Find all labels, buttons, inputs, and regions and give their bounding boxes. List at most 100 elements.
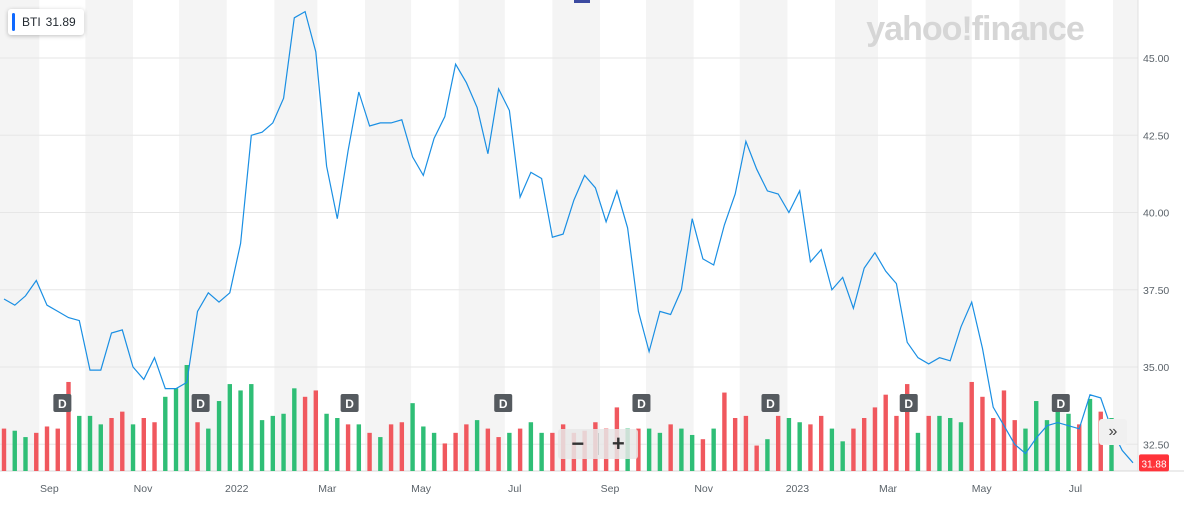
- volume-bar: [1012, 420, 1017, 471]
- dividend-marker-box: [899, 394, 918, 412]
- month-band: [1113, 0, 1138, 471]
- volume-bar: [324, 413, 329, 471]
- volume-bar: [34, 432, 39, 471]
- volume-bar: [130, 424, 136, 471]
- volume-bar: [991, 418, 996, 471]
- dividend-marker: D: [899, 394, 918, 412]
- x-tick-label: May: [972, 483, 993, 495]
- volume-bar: [926, 415, 931, 471]
- month-band: [364, 0, 412, 471]
- volume-bar: [786, 418, 792, 471]
- zoom-in-button[interactable]: +: [611, 431, 625, 456]
- volume-bar: [431, 432, 437, 471]
- dividend-marker-label: D: [1056, 397, 1065, 411]
- ticker-price: 31.89: [45, 15, 76, 29]
- x-tick-label: Sep: [40, 483, 59, 495]
- month-band: [739, 0, 788, 471]
- volume-bar: [206, 428, 211, 471]
- y-tick-label: 40.00: [1143, 208, 1169, 220]
- volume-bar: [883, 394, 888, 471]
- volume-bar: [754, 445, 759, 471]
- volume-bar: [517, 428, 523, 471]
- zoom-out-button[interactable]: −: [571, 431, 585, 456]
- zoom-divider: [597, 433, 599, 455]
- zoom-controls: − +: [558, 429, 638, 459]
- volume-bar: [87, 415, 93, 471]
- last-price-tag: 31.88: [1139, 454, 1169, 472]
- volume-bar: [840, 441, 845, 471]
- volume-bar: [474, 420, 480, 471]
- month-band: [458, 0, 505, 471]
- volume-bar: [173, 388, 179, 471]
- volume-bar: [259, 420, 265, 471]
- volume-bar: [388, 424, 394, 471]
- ticker-badge[interactable]: BTI 31.89: [8, 9, 84, 35]
- volume-bar: [195, 422, 200, 471]
- dividend-marker-label: D: [345, 397, 354, 411]
- dividend-marker-label: D: [904, 397, 913, 411]
- volume-bar: [775, 415, 781, 471]
- y-tick-label: 32.50: [1143, 439, 1169, 451]
- y-tick-label: 45.00: [1143, 53, 1169, 65]
- volume-bar: [851, 428, 856, 471]
- volume-bar: [77, 415, 82, 471]
- volume-bar: [905, 384, 910, 471]
- volume-bar: [98, 424, 103, 471]
- volume-bar: [227, 384, 232, 471]
- volume-bar: [679, 428, 684, 471]
- volume-bar: [335, 418, 340, 471]
- month-band: [0, 0, 40, 471]
- x-tick-label: Jul: [508, 483, 521, 495]
- dividend-marker-box: [53, 394, 72, 412]
- price-series: [3, 10, 1134, 464]
- volume-bar: [356, 424, 362, 471]
- volume-bar: [1087, 398, 1093, 471]
- volume-bar: [507, 432, 512, 471]
- volume-bar: [109, 418, 114, 471]
- volume-bar: [378, 437, 383, 471]
- scroll-right-button[interactable]: »: [1099, 419, 1127, 445]
- volume-bar: [216, 401, 222, 471]
- price-tag-label: 31.88: [1141, 459, 1166, 470]
- volume-bar: [238, 390, 243, 471]
- volume-bar: [399, 422, 405, 471]
- dividend-marker-box: [494, 394, 513, 412]
- volume-bar: [249, 384, 254, 471]
- volume-bar: [539, 432, 544, 471]
- volume-bar: [270, 415, 276, 471]
- x-tick-label: 2022: [225, 483, 249, 495]
- volume-bar: [668, 424, 673, 471]
- volume-bar: [937, 415, 942, 471]
- volume-bar: [496, 437, 501, 471]
- volume-bar: [23, 437, 28, 471]
- price-line: [3, 10, 1134, 464]
- volume-bar: [345, 424, 351, 471]
- month-band: [85, 0, 134, 471]
- volume-bar: [636, 428, 641, 471]
- volume-bar: [184, 365, 189, 471]
- volume-bar: [410, 403, 415, 471]
- x-axis: Sep Nov 2022 Mar May Jul Sep Nov 2023 Mar May Jul: [40, 483, 1082, 495]
- x-tick-label: Sep: [601, 483, 620, 495]
- volume-bar: [689, 434, 695, 471]
- volume-bar: [646, 428, 652, 471]
- volume-bar: [980, 396, 985, 471]
- dividend-marker-box: [1051, 394, 1070, 412]
- volume-bar: [152, 422, 157, 471]
- volume-bar: [958, 422, 964, 471]
- x-tick-label: 2023: [786, 483, 810, 495]
- volume-bar: [44, 426, 50, 471]
- month-band: [925, 0, 972, 471]
- volume-bar: [313, 390, 319, 471]
- volume-bar: [894, 415, 899, 471]
- volume-bar: [1001, 390, 1007, 471]
- dividend-marker: D: [632, 394, 651, 412]
- dividend-marker-box: [632, 394, 651, 412]
- volume-bar: [66, 381, 71, 471]
- volume-bar: [1034, 401, 1039, 471]
- volume-bar: [1055, 411, 1060, 471]
- volume-bar: [732, 418, 738, 471]
- volume-bar: [55, 428, 60, 471]
- volume-bar: [367, 432, 372, 471]
